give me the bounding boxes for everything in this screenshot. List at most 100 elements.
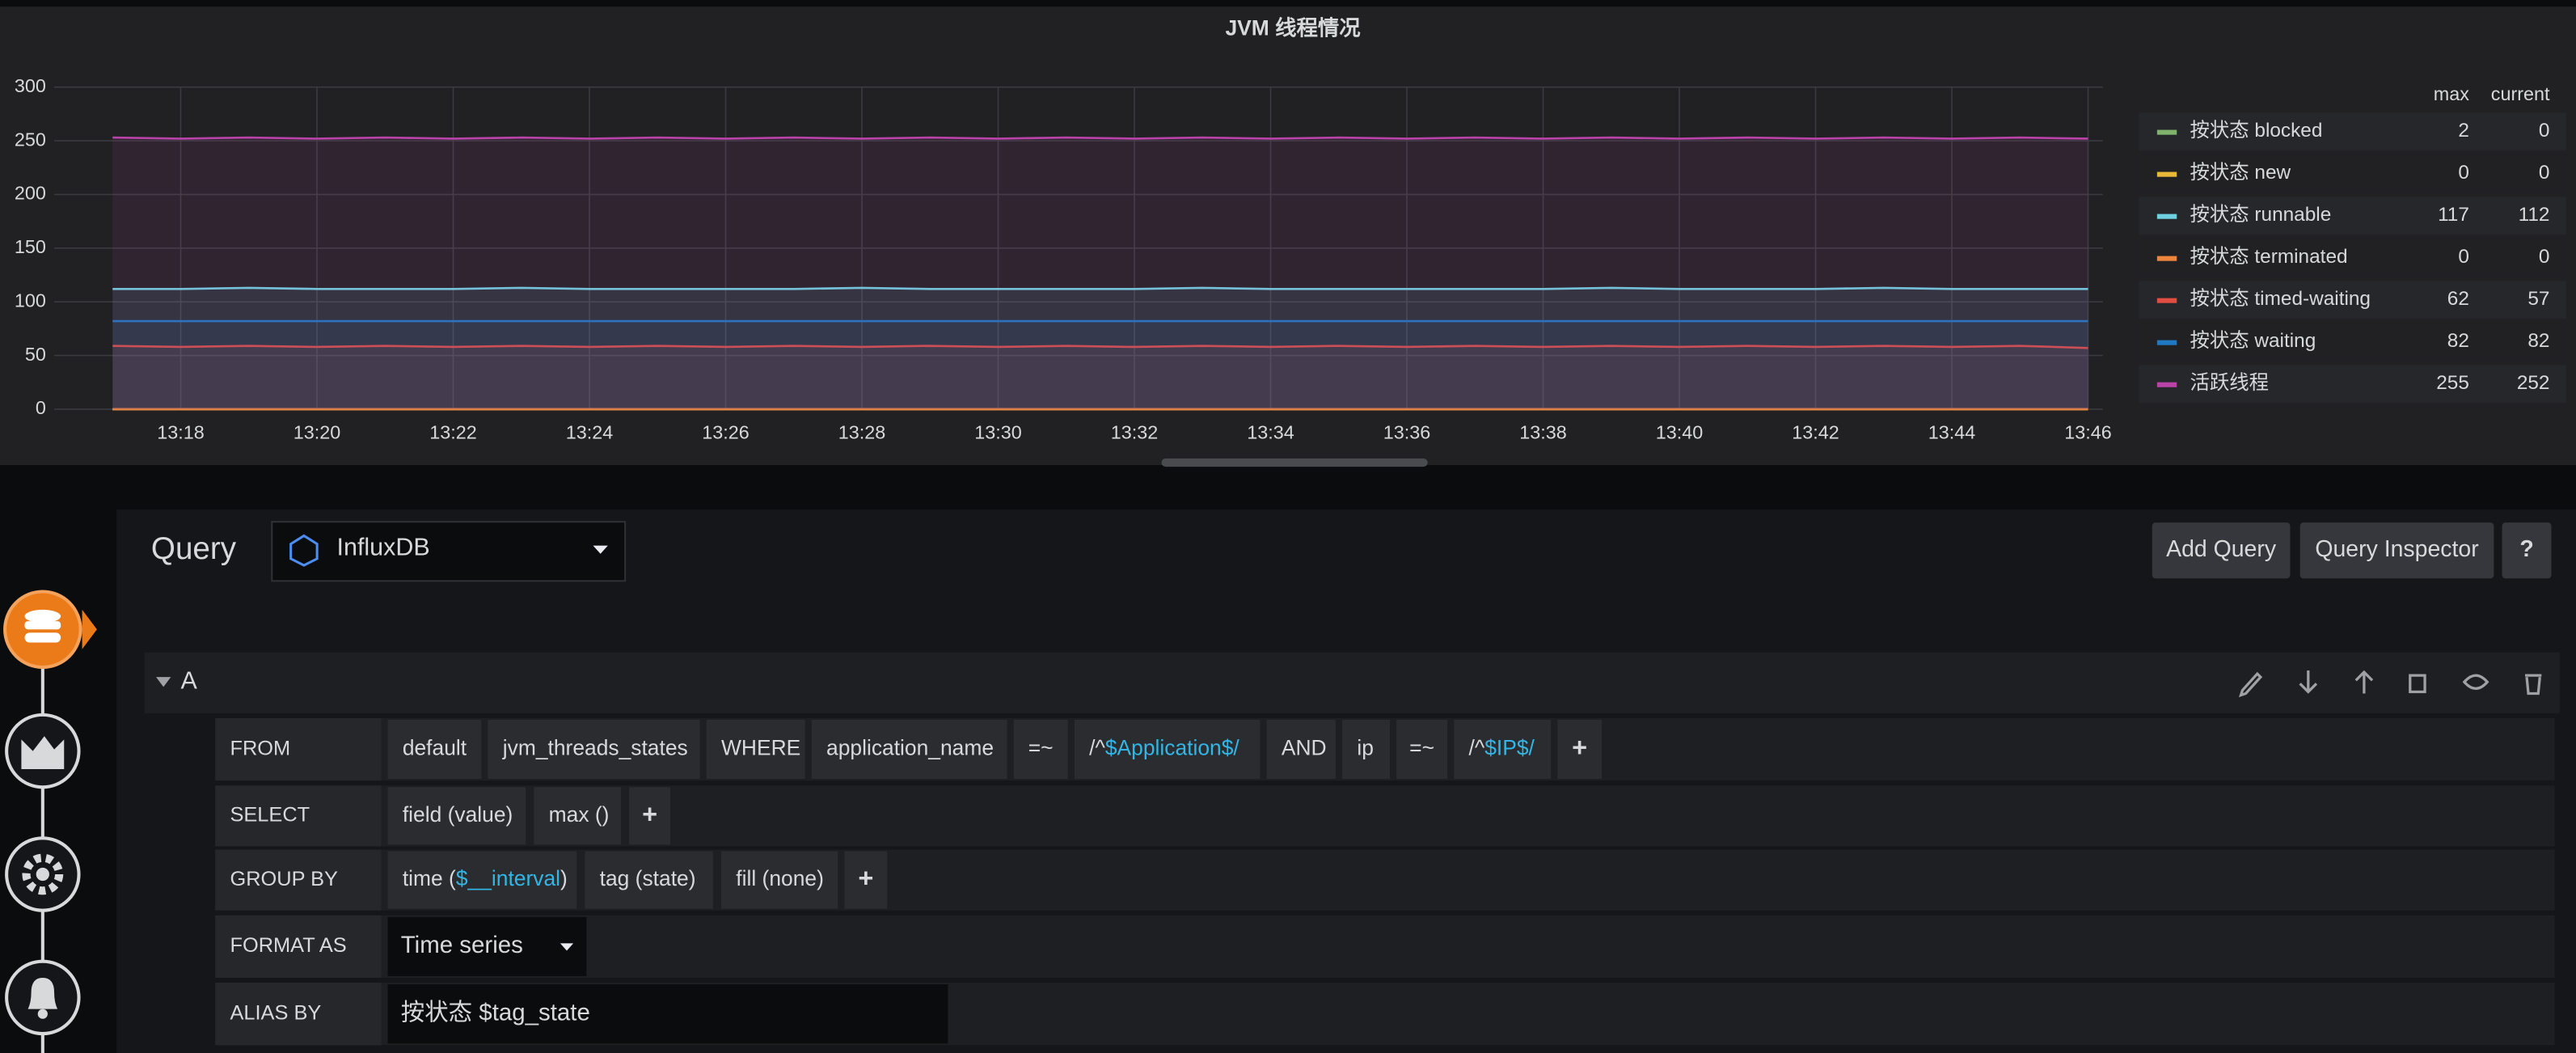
datasource-name: InfluxDB xyxy=(337,534,430,561)
format-select-value: Time series xyxy=(401,932,523,958)
sidebar-alert[interactable] xyxy=(5,959,81,1036)
legend-current: 57 xyxy=(2527,288,2549,310)
legend-row-bg xyxy=(2139,281,2566,319)
duplicate-icon[interactable] xyxy=(2409,674,2426,694)
collapse-caret[interactable] xyxy=(156,677,171,687)
legend-row-bg xyxy=(2139,112,2566,150)
legend-current: 0 xyxy=(2539,120,2550,142)
resize-handle[interactable] xyxy=(1161,458,1428,467)
query-segment[interactable] xyxy=(1342,719,1390,780)
legend-max: 62 xyxy=(2447,288,2469,310)
query-segment[interactable] xyxy=(1266,719,1336,780)
move-up-icon[interactable] xyxy=(2354,670,2374,694)
query-segment[interactable] xyxy=(811,719,1007,780)
x-tick-label: 13:46 xyxy=(2064,422,2111,443)
query-row-label: ALIAS BY xyxy=(230,1001,321,1024)
query-segment[interactable] xyxy=(387,851,577,909)
query-segment[interactable] xyxy=(1013,719,1068,780)
query-segment-text: ip xyxy=(1357,736,1374,760)
toolbar-button[interactable] xyxy=(2299,522,2494,579)
legend-column-header[interactable]: current xyxy=(2491,83,2550,104)
format-select[interactable] xyxy=(387,916,587,976)
query-segment[interactable] xyxy=(585,851,713,909)
query-segment-text: WHERE xyxy=(721,736,800,760)
legend-column-header[interactable]: max xyxy=(2434,83,2469,104)
query-segment-text: time ($__interval) xyxy=(403,866,568,890)
y-tick-label: 250 xyxy=(15,129,46,150)
y-tick-label: 0 xyxy=(36,397,46,418)
x-tick-label: 13:36 xyxy=(1383,422,1430,443)
legend-name[interactable]: 按状态 blocked xyxy=(2190,120,2323,142)
toolbar-button-label: ? xyxy=(2519,536,2533,562)
legend-name[interactable]: 按状态 timed-waiting xyxy=(2190,288,2371,310)
legend-name[interactable]: 按状态 terminated xyxy=(2190,246,2348,268)
query-segment-text: =~ xyxy=(1028,736,1054,760)
toolbar-button[interactable] xyxy=(2152,522,2291,579)
legend-max: 82 xyxy=(2447,330,2469,352)
query-segment[interactable] xyxy=(720,851,838,909)
caret xyxy=(560,943,574,951)
query-segment[interactable] xyxy=(844,851,888,909)
sidebar-queries[interactable] xyxy=(3,590,97,670)
toolbar-button[interactable] xyxy=(2502,522,2552,579)
query-segment[interactable] xyxy=(387,719,482,780)
legend-name[interactable]: 按状态 waiting xyxy=(2190,330,2316,352)
legend-row-bg xyxy=(2139,154,2566,192)
query-segment-part: time ( xyxy=(403,866,456,890)
y-tick-label: 300 xyxy=(15,75,46,96)
query-segment[interactable] xyxy=(629,787,671,845)
query-segment[interactable] xyxy=(1454,719,1552,780)
query-row-label: FORMAT AS xyxy=(230,934,346,957)
query-segment-part: /^ xyxy=(1469,736,1485,760)
legend-swatch xyxy=(2156,298,2177,303)
query-row-label: SELECT xyxy=(230,804,310,827)
query-segment[interactable] xyxy=(1396,719,1448,780)
toggle-icon[interactable] xyxy=(2462,674,2489,690)
query-segment-part: $/ xyxy=(1222,736,1240,760)
legend-name[interactable]: 活跃线程 xyxy=(2190,372,2270,394)
alias-input[interactable] xyxy=(387,984,948,1044)
alias-input-value: 按状态 $tag_state xyxy=(401,999,590,1026)
db-icon xyxy=(24,609,61,624)
sidebar-visualization[interactable] xyxy=(5,713,81,789)
sidebar-general[interactable] xyxy=(5,836,81,912)
x-tick-label: 13:42 xyxy=(1792,422,1839,443)
legend-current: 82 xyxy=(2527,330,2549,352)
x-tick-label: 13:28 xyxy=(838,422,885,443)
query-row-label-bg xyxy=(215,849,382,911)
query-segment[interactable] xyxy=(534,787,622,845)
query-row-label: FROM xyxy=(230,737,290,759)
legend-current: 0 xyxy=(2539,162,2550,184)
legend-swatch xyxy=(2156,129,2177,135)
move-down-icon[interactable] xyxy=(2299,670,2318,694)
datasource-picker[interactable] xyxy=(271,521,627,582)
x-tick-label: 13:20 xyxy=(293,422,340,443)
x-tick-label: 13:32 xyxy=(1111,422,1158,443)
query-row-label-bg xyxy=(215,785,382,847)
y-tick-label: 50 xyxy=(25,344,46,365)
series-area xyxy=(112,287,2088,409)
legend-row-bg xyxy=(2139,197,2566,235)
gear-glyph xyxy=(36,867,49,882)
query-segment[interactable] xyxy=(1074,719,1261,780)
series-area xyxy=(112,321,2088,409)
query-segment-text: tag (state) xyxy=(600,866,696,890)
query-title: Query xyxy=(151,531,237,566)
legend-swatch xyxy=(2156,256,2177,261)
legend-row-bg xyxy=(2139,365,2566,404)
series-area xyxy=(112,345,2088,409)
query-segment-text: max () xyxy=(549,802,610,827)
x-tick-label: 13:40 xyxy=(1656,422,1703,443)
query-segment[interactable] xyxy=(706,719,805,780)
query-segment[interactable] xyxy=(488,719,700,780)
edit-icon[interactable] xyxy=(2238,671,2263,698)
legend-name[interactable]: 按状态 new xyxy=(2190,162,2291,184)
delete-icon[interactable] xyxy=(2525,674,2542,696)
legend-max: 117 xyxy=(2438,204,2469,226)
legend-swatch xyxy=(2156,340,2177,345)
legend-current: 0 xyxy=(2539,246,2550,268)
toolbar-button-label: Add Query xyxy=(2166,536,2277,562)
query-segment[interactable] xyxy=(1557,719,1603,780)
query-segment[interactable] xyxy=(387,787,526,845)
legend-name[interactable]: 按状态 runnable xyxy=(2190,204,2332,226)
